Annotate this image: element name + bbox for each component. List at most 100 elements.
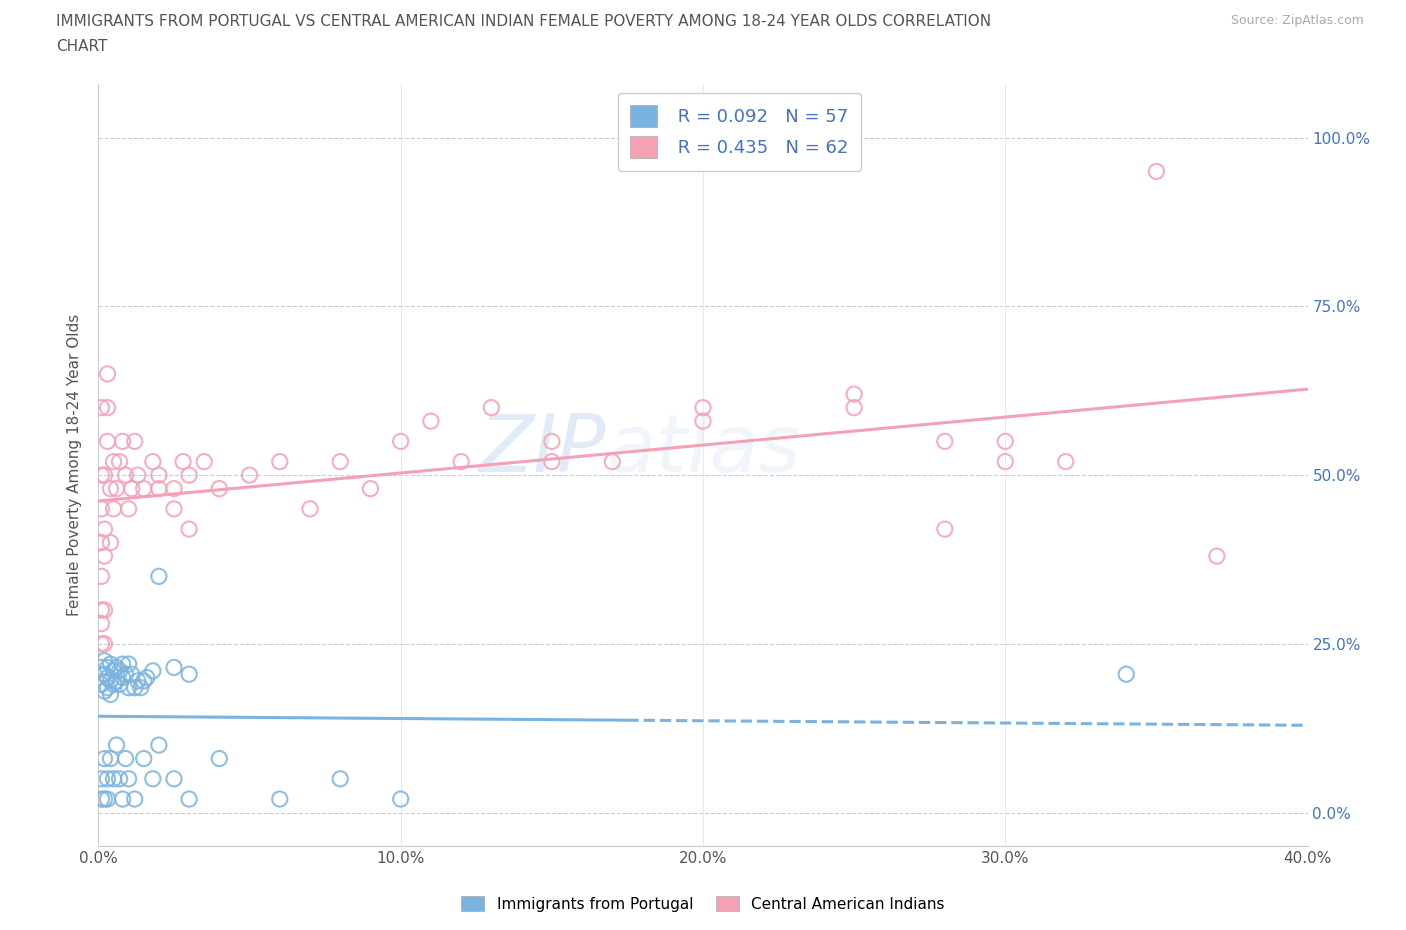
Point: [540, 434, 562, 449]
Point: [132, 481, 155, 496]
Point: [142, 771, 165, 786]
Point: [208, 481, 231, 496]
Point: [193, 454, 215, 469]
Point: [934, 522, 956, 537]
Point: [239, 468, 262, 483]
Point: [108, 663, 131, 678]
Point: [108, 454, 131, 469]
Point: [90, 569, 112, 584]
Point: [163, 501, 186, 516]
Point: [90, 791, 112, 806]
Point: [118, 501, 141, 516]
Point: [1206, 549, 1229, 564]
Point: [118, 680, 141, 695]
Point: [121, 667, 143, 682]
Point: [163, 481, 186, 496]
Point: [299, 501, 322, 516]
Point: [108, 771, 131, 786]
Point: [103, 771, 125, 786]
Point: [93, 468, 115, 483]
Point: [142, 454, 165, 469]
Point: [100, 687, 122, 702]
Point: [96, 366, 118, 381]
Point: [163, 771, 186, 786]
Point: [1115, 667, 1137, 682]
Point: [179, 791, 201, 806]
Point: [118, 657, 141, 671]
Point: [93, 751, 115, 766]
Point: [132, 673, 155, 688]
Point: [540, 454, 562, 469]
Point: [114, 468, 136, 483]
Point: [105, 673, 128, 688]
Text: IMMIGRANTS FROM PORTUGAL VS CENTRAL AMERICAN INDIAN FEMALE POVERTY AMONG 18-24 Y: IMMIGRANTS FROM PORTUGAL VS CENTRAL AMER…: [56, 14, 991, 29]
Point: [124, 434, 146, 449]
Point: [148, 481, 170, 496]
Point: [481, 400, 503, 415]
Point: [124, 680, 146, 695]
Point: [100, 535, 122, 550]
Point: [96, 400, 118, 415]
Point: [96, 660, 118, 675]
Point: [111, 657, 134, 671]
Point: [132, 751, 155, 766]
Point: [93, 653, 115, 668]
Point: [844, 400, 866, 415]
Point: [934, 434, 956, 449]
Point: [90, 400, 112, 415]
Text: Source: ZipAtlas.com: Source: ZipAtlas.com: [1230, 14, 1364, 27]
Point: [105, 660, 128, 675]
Point: [93, 603, 115, 618]
Point: [90, 617, 112, 631]
Point: [90, 468, 112, 483]
Text: CHART: CHART: [56, 39, 108, 54]
Point: [103, 454, 125, 469]
Text: ZIP: ZIP: [479, 411, 606, 489]
Point: [100, 657, 122, 671]
Point: [389, 791, 412, 806]
Point: [93, 667, 115, 682]
Point: [179, 468, 201, 483]
Point: [1144, 164, 1167, 179]
Point: [111, 791, 134, 806]
Point: [100, 751, 122, 766]
Text: atlas: atlas: [606, 411, 801, 489]
Point: [100, 481, 122, 496]
Point: [121, 481, 143, 496]
Point: [602, 454, 624, 469]
Point: [172, 454, 194, 469]
Legend: Immigrants from Portugal, Central American Indians: Immigrants from Portugal, Central Americ…: [456, 889, 950, 918]
Point: [114, 751, 136, 766]
Point: [148, 569, 170, 584]
Point: [114, 667, 136, 682]
Point: [329, 771, 352, 786]
Point: [96, 791, 118, 806]
Point: [450, 454, 472, 469]
Point: [127, 673, 149, 688]
Point: [103, 677, 125, 692]
Point: [93, 684, 115, 698]
Point: [148, 468, 170, 483]
Point: [179, 522, 201, 537]
Y-axis label: Female Poverty Among 18-24 Year Olds: Female Poverty Among 18-24 Year Olds: [67, 314, 83, 616]
Legend:  R = 0.092   N = 57,  R = 0.435   N = 62: R = 0.092 N = 57, R = 0.435 N = 62: [617, 93, 860, 171]
Point: [269, 791, 291, 806]
Point: [105, 481, 128, 496]
Point: [90, 660, 112, 675]
Point: [90, 771, 112, 786]
Point: [90, 501, 112, 516]
Point: [93, 522, 115, 537]
Point: [103, 501, 125, 516]
Point: [108, 677, 131, 692]
Point: [420, 414, 443, 429]
Point: [994, 434, 1017, 449]
Point: [93, 791, 115, 806]
Point: [135, 671, 157, 685]
Point: [96, 434, 118, 449]
Point: [111, 671, 134, 685]
Point: [389, 434, 412, 449]
Point: [100, 673, 122, 688]
Point: [96, 771, 118, 786]
Point: [90, 535, 112, 550]
Point: [269, 454, 291, 469]
